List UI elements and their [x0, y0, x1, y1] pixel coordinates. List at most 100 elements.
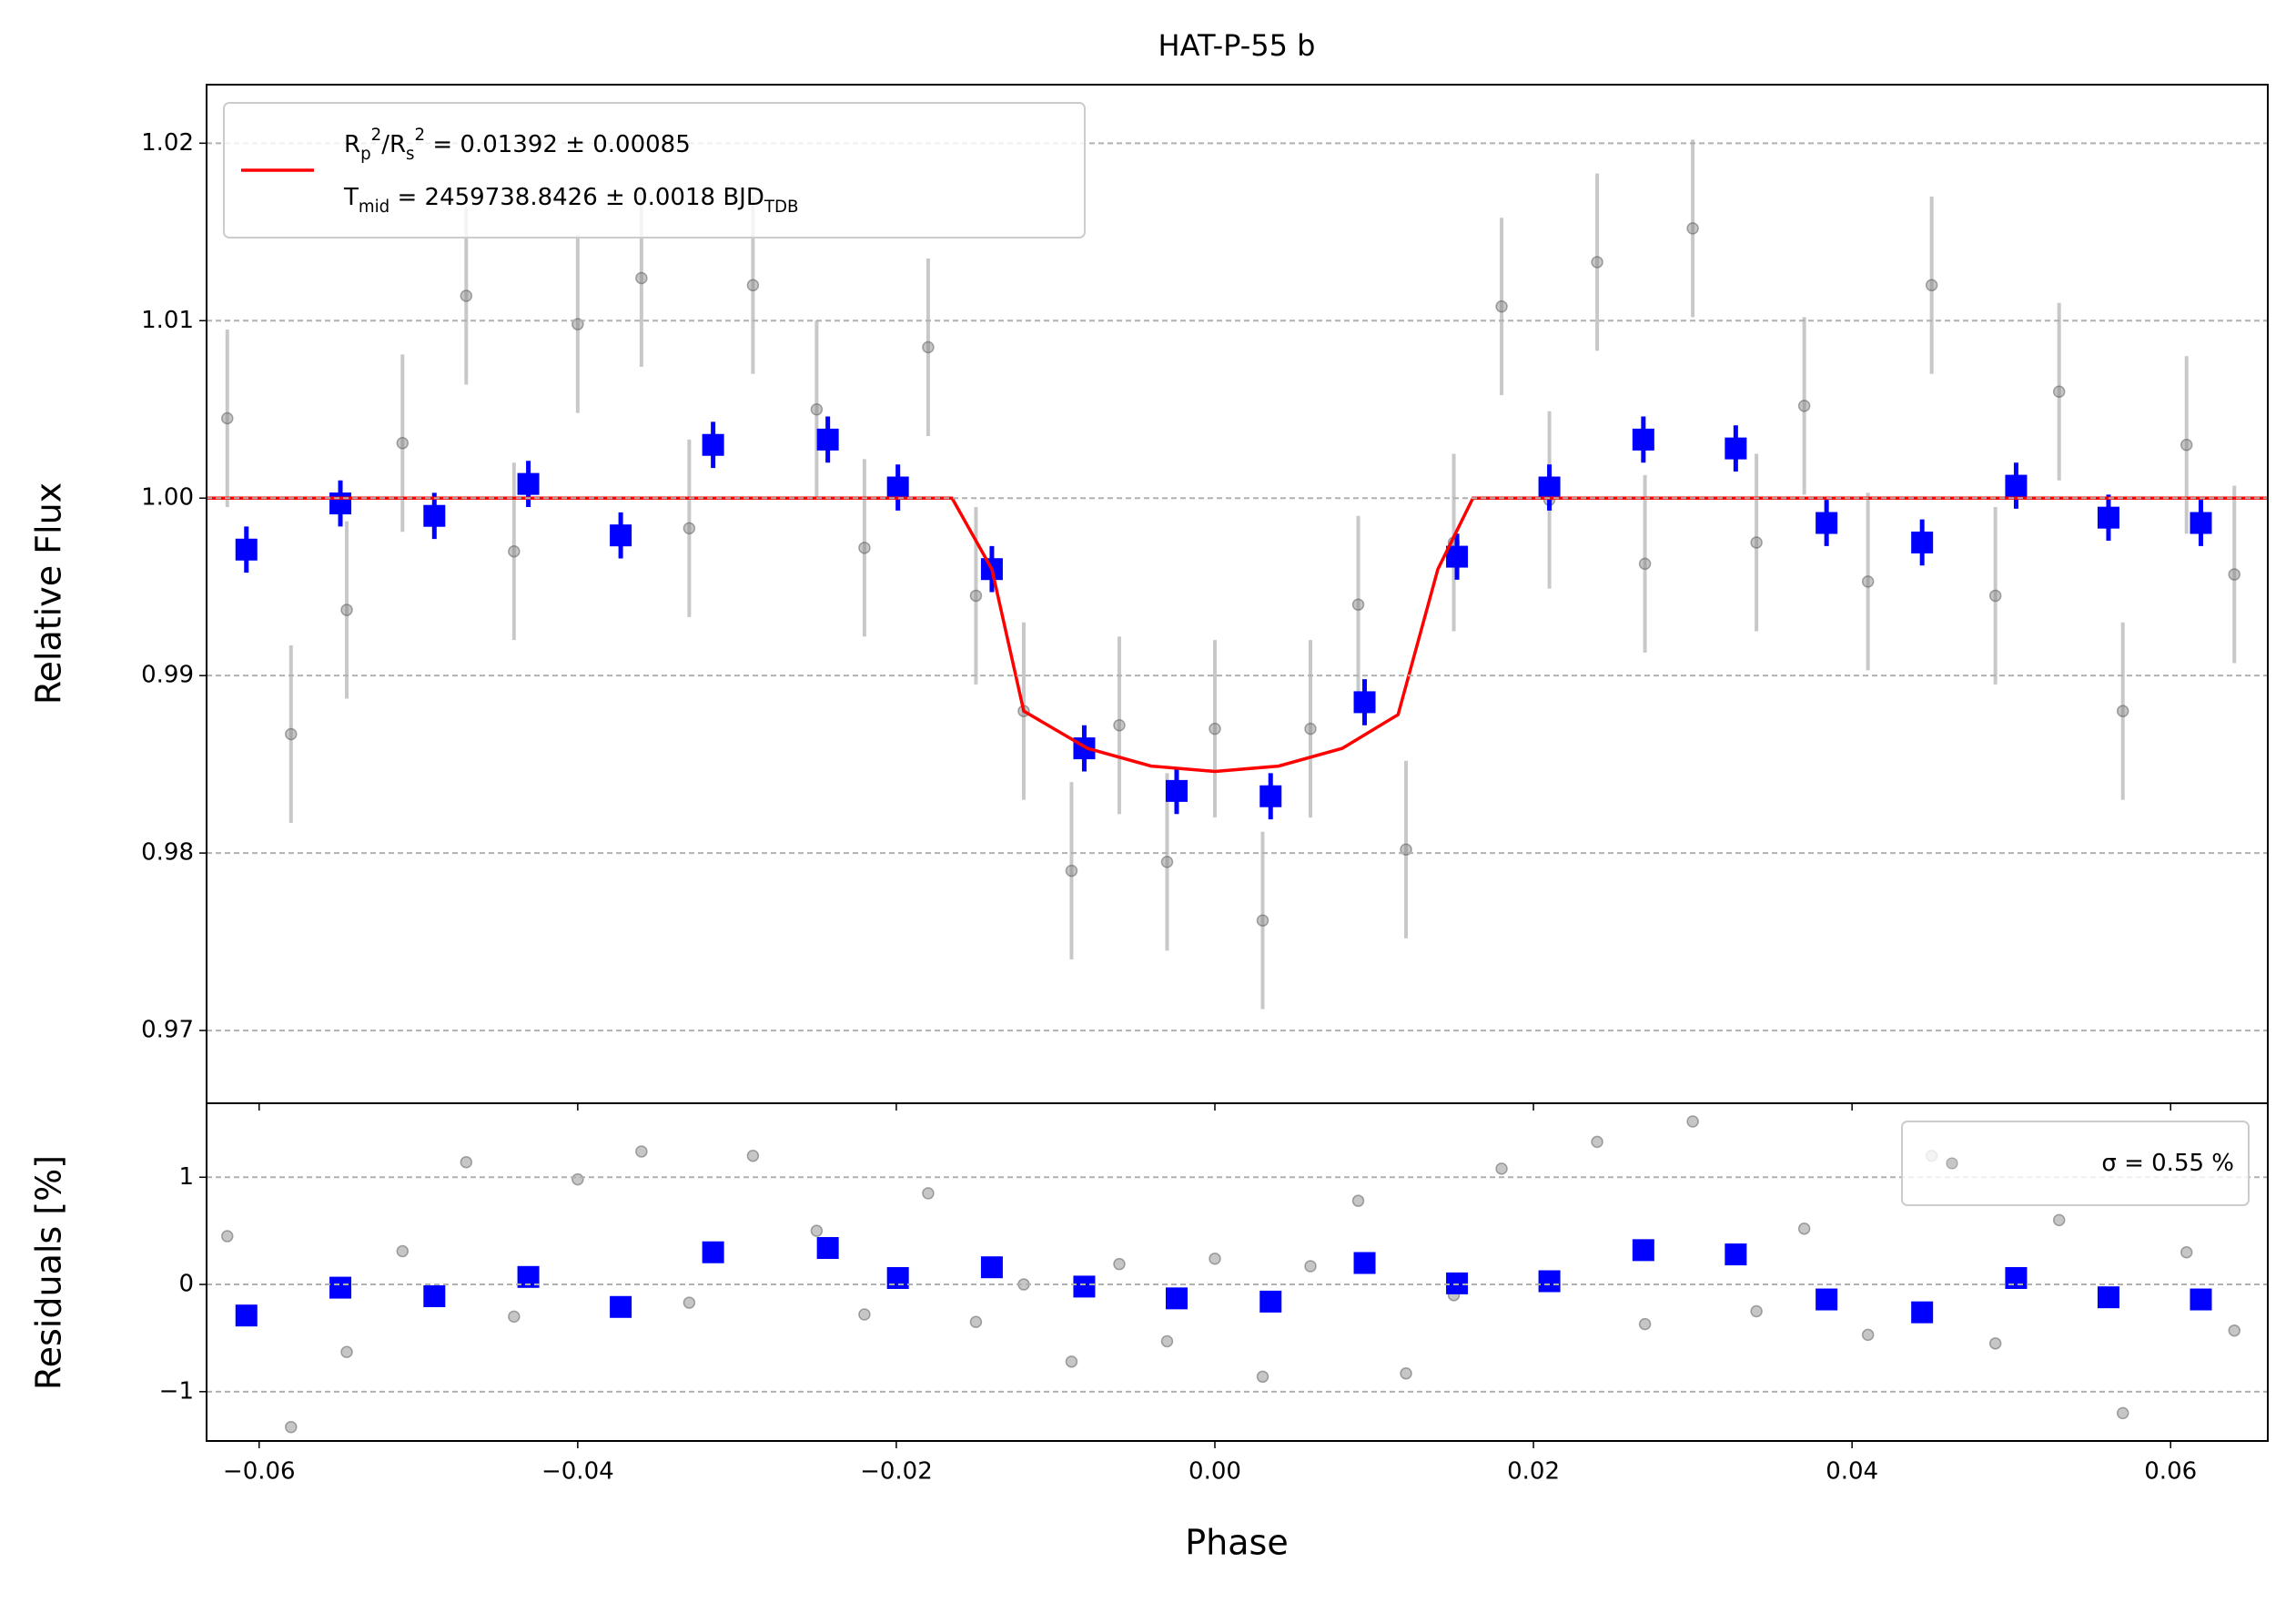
x-tick-label: 0.02 — [1507, 1458, 1560, 1486]
data-point — [1750, 1304, 1763, 1318]
data-point — [508, 544, 521, 558]
binned-point — [2190, 512, 2212, 534]
data-point — [1495, 299, 1508, 313]
binned-point — [816, 428, 839, 451]
data-point — [969, 589, 983, 603]
data-point — [1988, 589, 2002, 603]
binned-point — [235, 538, 258, 561]
data-point — [2180, 1245, 2193, 1259]
data-point — [746, 1149, 760, 1162]
binned-point — [1165, 779, 1188, 802]
binned-point — [1259, 1290, 1282, 1313]
binned-point — [2097, 506, 2119, 529]
plot-area — [207, 139, 2268, 1009]
data-point — [1797, 400, 1811, 412]
data-point — [396, 437, 410, 450]
binned-point — [610, 1295, 632, 1318]
x-tick-label: −0.04 — [541, 1458, 614, 1486]
x-axis-label: Phase — [1185, 1523, 1288, 1563]
data-point — [2228, 568, 2240, 581]
data-point — [1351, 1194, 1365, 1207]
legend-swatch — [1946, 1157, 1958, 1170]
data-point — [683, 522, 696, 535]
y-axis-label: Relative Flux — [29, 482, 69, 705]
binned-point — [980, 1256, 1003, 1279]
binned-point — [1632, 1239, 1654, 1262]
binned-point — [1816, 512, 1838, 534]
binned-point — [886, 476, 909, 499]
binned-point — [2097, 1286, 2119, 1309]
binned-point — [1165, 1287, 1188, 1310]
data-point — [1113, 1257, 1126, 1271]
binned-point — [1725, 1243, 1747, 1266]
plot-area — [221, 1115, 2240, 1434]
data-point — [571, 1172, 584, 1186]
binned-point — [1538, 476, 1561, 499]
binned-point — [329, 492, 352, 515]
data-point — [1160, 1334, 1174, 1348]
data-point — [1495, 1162, 1508, 1175]
data-point — [1209, 1253, 1221, 1265]
y-tick-label: 0 — [178, 1271, 194, 1298]
binned-point — [235, 1304, 258, 1327]
x-tick-label: −0.02 — [860, 1458, 933, 1486]
binned-point — [329, 1276, 352, 1299]
binned-point — [2190, 1288, 2212, 1311]
data-point — [1304, 722, 1317, 736]
data-point — [2116, 1406, 2129, 1420]
data-point — [340, 1345, 353, 1358]
data-point — [1400, 1367, 1412, 1380]
binned-point — [1073, 1275, 1096, 1298]
x-tick-label: 0.04 — [1826, 1458, 1878, 1486]
data-point — [2228, 1324, 2240, 1337]
binned-point — [1446, 1272, 1469, 1294]
binned-point — [2005, 1266, 2028, 1289]
binned-point — [1911, 531, 1934, 553]
binned-point — [2005, 474, 2028, 497]
chart-title: HAT-P-55 b — [1158, 28, 1316, 63]
data-point — [460, 289, 473, 302]
data-point — [1304, 1260, 1317, 1273]
binned-point — [702, 1241, 724, 1263]
axes-frame — [206, 1102, 2269, 1442]
data-point — [2116, 705, 2129, 717]
data-point — [746, 279, 760, 292]
binned-point — [423, 504, 446, 527]
data-point — [1988, 1337, 2002, 1350]
data-point — [1113, 719, 1126, 732]
data-point — [460, 1156, 473, 1169]
model-line — [207, 496, 2268, 774]
data-point — [2180, 438, 2193, 451]
data-point — [683, 1296, 696, 1309]
data-point — [1638, 557, 1652, 571]
data-point — [1638, 1317, 1652, 1331]
legend-label: Rp2/Rs2 = 0.01392 ± 0.00085 — [344, 126, 691, 164]
legend-label: σ = 0.55 % — [2101, 1150, 2234, 1177]
data-point — [221, 411, 234, 425]
binned-point — [423, 1285, 446, 1307]
data-point — [1797, 1223, 1811, 1235]
data-point — [1065, 1355, 1078, 1368]
data-point — [1160, 856, 1174, 868]
y-tick-label: −1 — [159, 1377, 194, 1405]
data-point — [635, 271, 648, 285]
binned-point — [1725, 437, 1747, 460]
binned-point — [1353, 1252, 1376, 1274]
data-point — [1591, 256, 1603, 269]
data-point — [1686, 1115, 1699, 1128]
binned-point — [1632, 428, 1654, 451]
binned-point — [702, 433, 724, 456]
data-point — [858, 542, 871, 554]
binned-point — [816, 1237, 839, 1259]
x-tick-label: 0.06 — [2144, 1458, 2197, 1486]
binned-point — [1353, 691, 1376, 714]
data-point — [1209, 722, 1221, 736]
data-point — [635, 1145, 648, 1158]
binned-point — [1816, 1288, 1838, 1311]
binned-point — [1538, 1270, 1561, 1293]
y-tick-label: 0.97 — [141, 1017, 194, 1044]
data-point — [810, 1224, 824, 1237]
binned-point — [886, 1266, 909, 1289]
legend-box — [1901, 1121, 2250, 1206]
